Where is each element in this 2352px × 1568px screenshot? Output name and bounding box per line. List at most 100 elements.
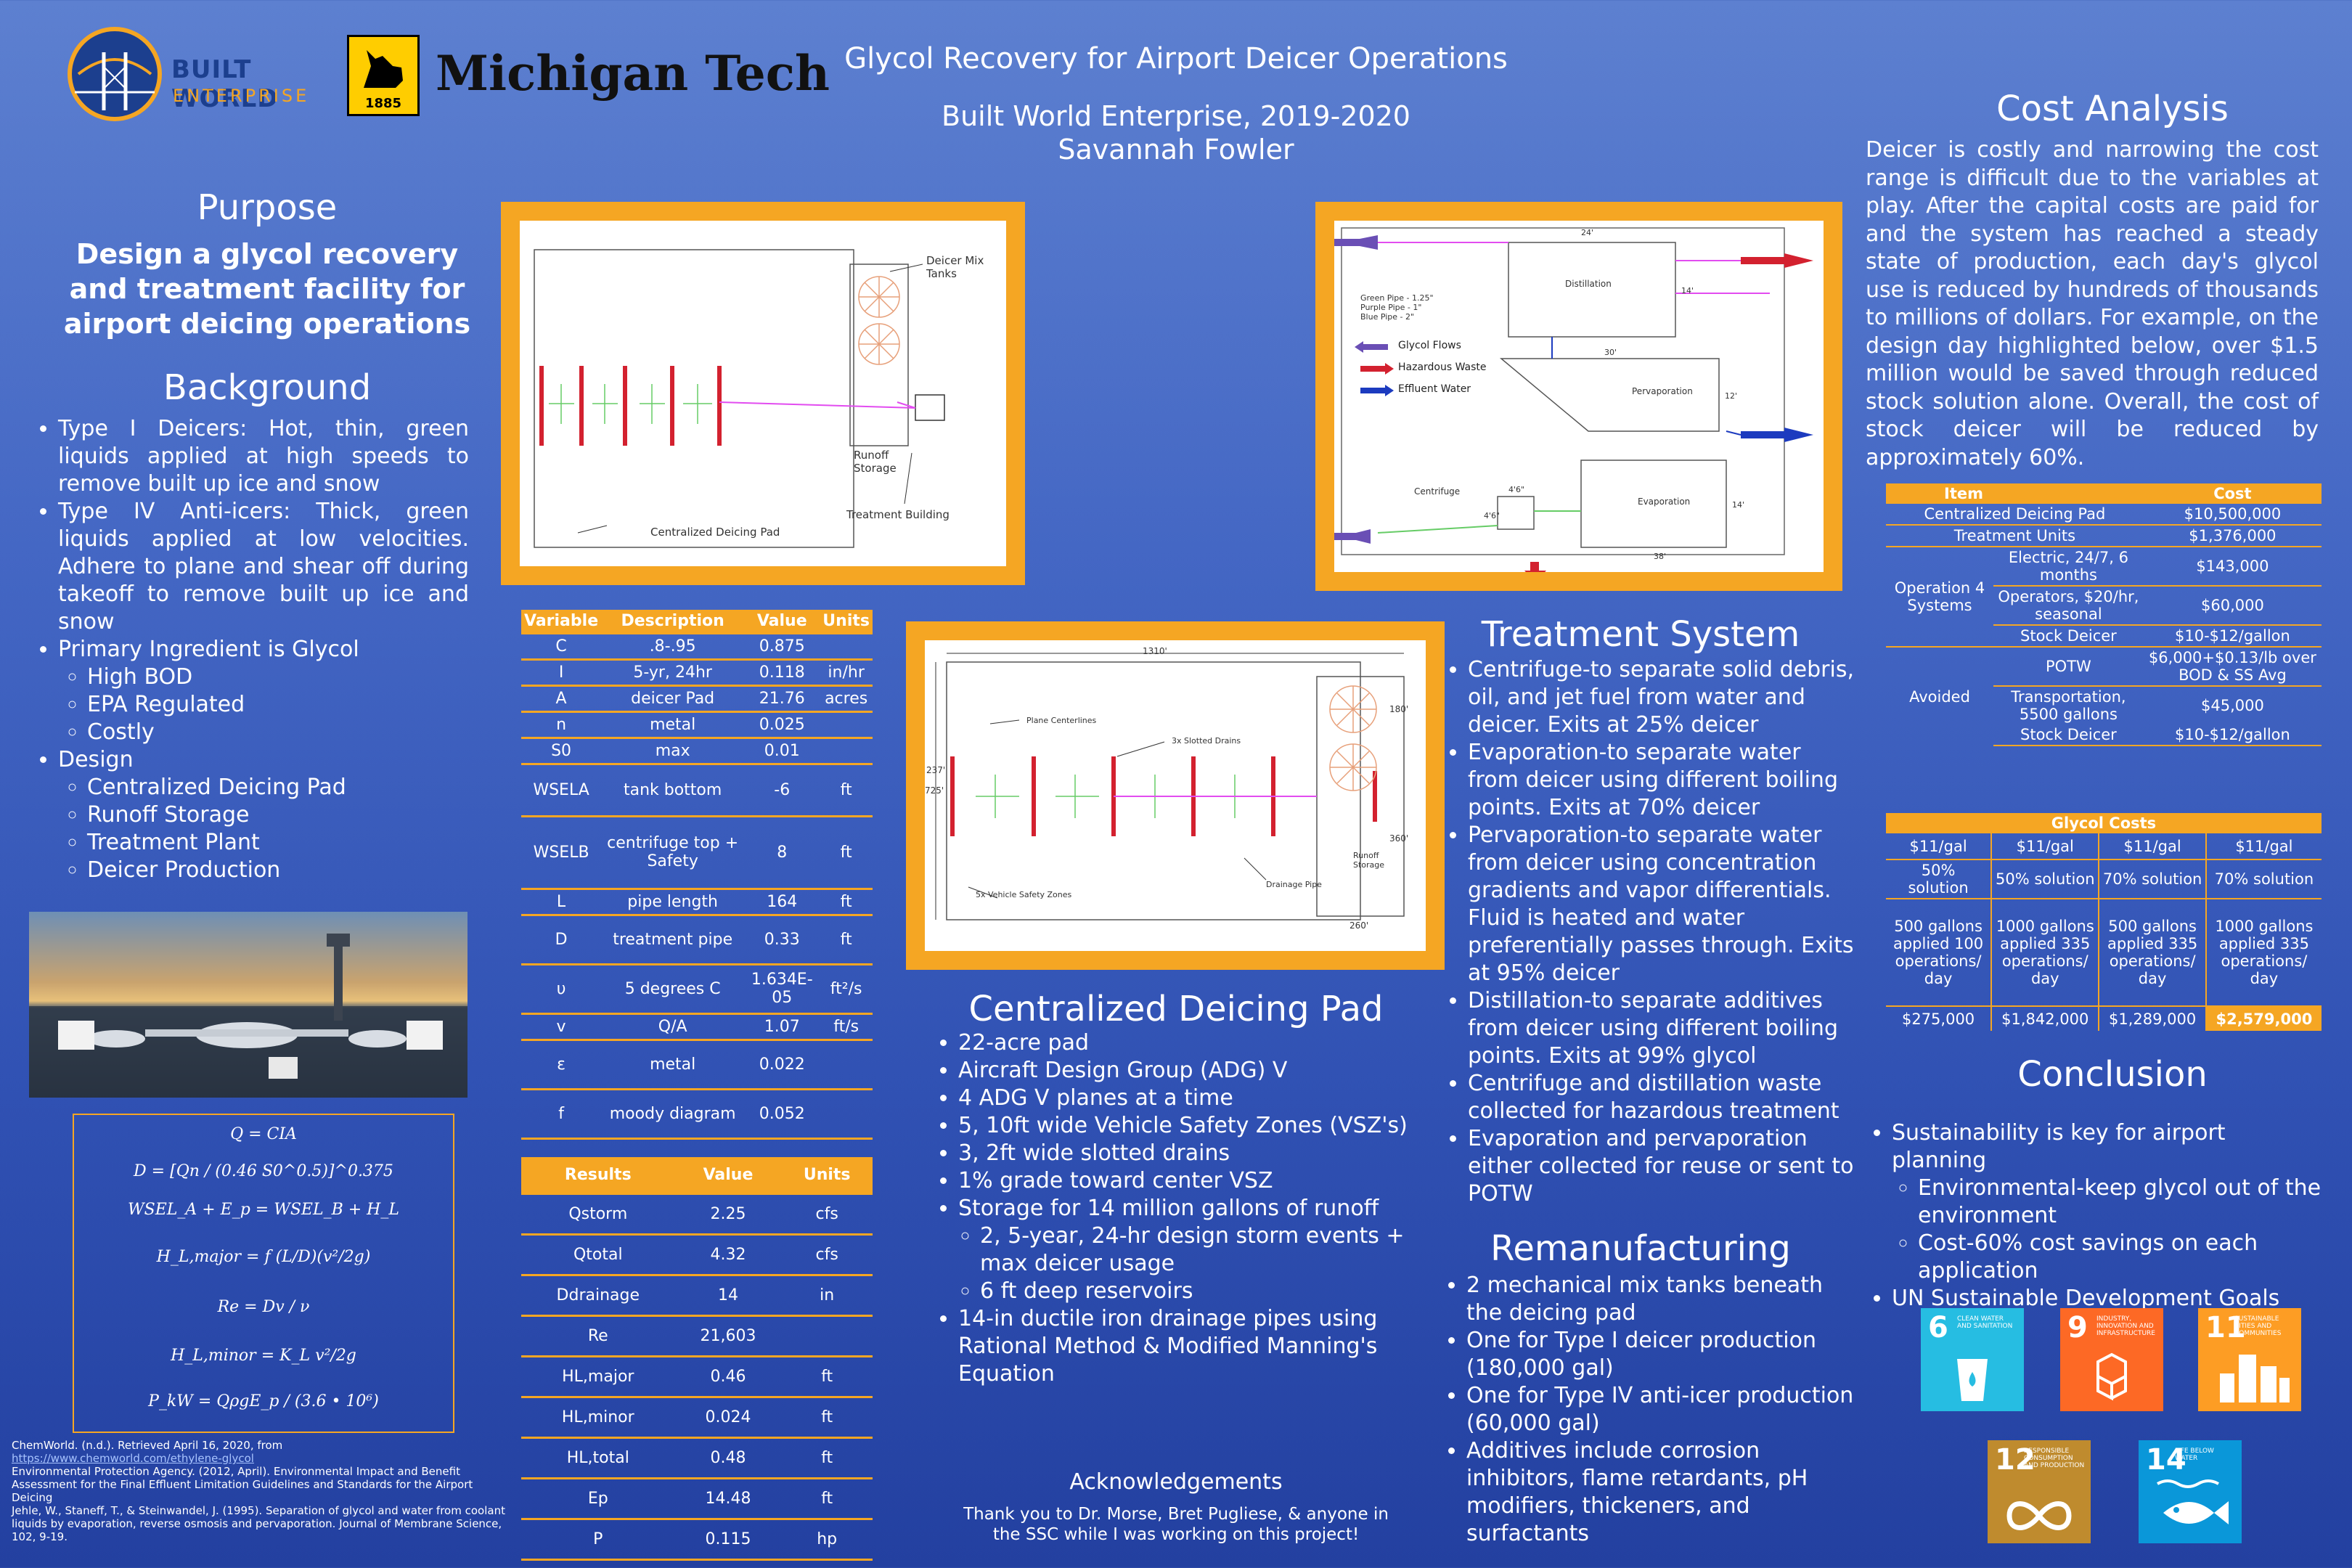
table-row: Avoided POTW $6,000+$0.13/lb over BOD & …: [1886, 647, 2322, 706]
equation: Q = CIA: [230, 1125, 297, 1143]
fish-icon: [2157, 1479, 2229, 1524]
results-table: Results Value Units Qstorm 2.25 cfs Qtotal…: [521, 1157, 873, 1561]
dim-width: 1310': [1143, 646, 1167, 656]
equation: H_L,major = f (L/D)(v²/2g): [156, 1248, 371, 1266]
table-row: HL,minor 0.024 ft: [521, 1397, 873, 1439]
bwe-logo-line2: ENTERPRISE: [173, 86, 310, 106]
table-header: Value: [744, 610, 820, 634]
treatment-item: Pervaporation-to separate water from dei…: [1468, 822, 1854, 987]
sdg-9-tile: 9 INDUSTRY, INNOVATION AND INFRASTRUCTUR…: [2060, 1308, 2163, 1411]
site-layout-diagram: Deicer Mix Tanks Runoff Storage Centrali…: [501, 202, 1025, 585]
table-row: C .8-.95 0.875: [521, 633, 873, 661]
bwe-logo-line1: BUILT WORLD: [171, 55, 279, 113]
table-row: I 5-yr, 24hr 0.118 in/hr: [521, 659, 873, 687]
label-distillation: Distillation: [1565, 279, 1612, 289]
poster-subtitle: Built World Enterprise, 2019-2020: [942, 100, 1410, 132]
table-row: Qtotal 4.32 cfs: [521, 1234, 873, 1276]
background-item: Design Centralized Deicing Pad Runoff St…: [58, 746, 469, 884]
variable-table: Variable Description Value Units C .8-.95…: [521, 610, 873, 1140]
dim-label: 24': [1581, 228, 1594, 237]
design-subitem: Runoff Storage: [87, 801, 469, 829]
pad-item: 3, 2ft wide slotted drains: [958, 1140, 1452, 1167]
glycol-subitem: EPA Regulated: [87, 691, 469, 719]
table-header: Units: [781, 1157, 873, 1195]
dim-height: 725': [925, 785, 944, 796]
table-row: Centralized Deicing Pad $10,500,000: [1886, 504, 2322, 525]
conclusion-item: UN Sustainable Development Goals: [1892, 1285, 2323, 1312]
table-row: Treatment Units $1,376,000: [1886, 525, 2322, 547]
storage-subitem: 2, 5-year, 24-hr design storm events + m…: [980, 1222, 1452, 1278]
table-row: HL,major 0.46 ft: [521, 1356, 873, 1398]
design-subitem: Centralized Deicing Pad: [87, 774, 469, 801]
bwe-logo: BUILT WORLD ENTERPRISE: [64, 23, 311, 125]
design-subitem: Treatment Plant: [87, 829, 469, 857]
table-row: Qstorm 2.25 cfs: [521, 1193, 873, 1236]
label-plane-centerlines: Plane Centerlines: [1026, 716, 1097, 725]
equation: H_L,minor = K_L v²/2g: [171, 1347, 356, 1365]
remanufacturing-item: 2 mechanical mix tanks beneath the deici…: [1466, 1272, 1854, 1327]
treatment-heading: Treatment System: [1481, 614, 1800, 655]
table-row: HL,total 0.48 ft: [521, 1437, 873, 1479]
table-header: Item: [1886, 483, 2144, 504]
dim-label: 38': [1654, 552, 1667, 561]
table-row: Ddrainage 14 in: [521, 1275, 873, 1317]
dim-label: 14': [1732, 500, 1745, 510]
poster-author: Savannah Fowler: [1058, 134, 1294, 166]
table-row: S0 max 0.01: [521, 738, 873, 765]
label-runoff-storage: Runoff Storage: [1353, 851, 1385, 870]
remanufacturing-item: Additives include corrosion inhibitors, …: [1466, 1437, 1854, 1548]
table-header: Variable: [521, 610, 602, 634]
table-header: Units: [820, 610, 873, 634]
poster-title: Glycol Recovery for Airport Deicer Opera…: [844, 42, 1508, 75]
equation: P_kW = QρgE_p / (3.6 • 10⁶): [148, 1392, 379, 1410]
pad-list: 22-acre pad Aircraft Design Group (ADG) …: [944, 1029, 1452, 1388]
table-header: Value: [674, 1157, 782, 1195]
legend-hazardous-waste: Hazardous Waste: [1398, 362, 1487, 373]
sdg-12-tile: 12 RESPONSIBLE CONSUMPTION AND PRODUCTIO…: [1988, 1440, 2091, 1543]
conclusion-list: Sustainability is key for airport planni…: [1866, 1119, 2323, 1312]
cost-table: Item Cost Centralized Deicing Pad $10,50…: [1886, 483, 2322, 746]
table-row: WSELB centrifuge top + Safety 8 ft: [521, 816, 873, 890]
equations-box: Q = CIA D = [Qn / (0.46 S0^0.5)]^0.375 W…: [73, 1114, 454, 1433]
pad-item: 14-in ductile iron drainage pipes using …: [958, 1305, 1452, 1388]
table-row: ε metal 0.022: [521, 1040, 873, 1090]
dim-label: 237': [926, 765, 946, 775]
table-row: v Q/A 1.07 ft/s: [521, 1013, 873, 1041]
glycol-costs-table: Glycol Costs $11/gal $11/gal $11/gal $11…: [1886, 813, 2322, 1031]
equation: WSEL_A + E_p = WSEL_B + H_L: [128, 1201, 399, 1219]
husky-icon: [364, 50, 403, 88]
remanufacturing-item: One for Type IV anti-icer production (60…: [1466, 1382, 1854, 1437]
treatment-item: Distillation-to separate additives from …: [1468, 987, 1854, 1070]
references: ChemWorld. (n.d.). Retrieved April 16, 2…: [12, 1439, 505, 1543]
table-row: Stock Deicer $10-$12/gallon: [1886, 724, 2322, 746]
background-list: Type I Deicers: Hot, thin, green liquids…: [29, 415, 469, 884]
label-vehicle-safety-zones: 5x Vehicle Safety Zones: [976, 890, 1072, 899]
deicing-pad-diagram: 1310' 725' 237' 180' 360' 260' Plane Cen…: [906, 621, 1445, 970]
reference-item: Environmental Protection Agency. (2012, …: [12, 1465, 473, 1504]
conclusion-subitem: Environmental-keep glycol out of the env…: [1918, 1175, 2323, 1230]
equation: D = [Qn / (0.46 S0^0.5)]^0.375: [134, 1162, 393, 1180]
table-row: WSELA tank bottom -6 ft: [521, 764, 873, 817]
reference-link[interactable]: https://www.chemworld.com/ethylene-glyco…: [12, 1452, 254, 1465]
label-slotted-drains: 3x Slotted Drains: [1172, 736, 1241, 746]
sdg-11-tile: 11 SUSTAINABLE CITIES AND COMMUNITIES: [2198, 1308, 2301, 1411]
label-runoff-storage: Runoff Storage: [854, 449, 897, 475]
pad-item: 4 ADG V planes at a time: [958, 1085, 1452, 1112]
table-row: P 0.115 hp: [521, 1519, 873, 1561]
cubes-icon: [2096, 1352, 2127, 1401]
conclusion-item: Sustainability is key for airport planni…: [1892, 1119, 2323, 1285]
pipe-note: Green Pipe - 1.25" Purple Pipe - 1" Blue P…: [1360, 293, 1434, 322]
city-buildings-icon: [2220, 1355, 2290, 1402]
table-row: $11/gal $11/gal $11/gal $11/gal: [1886, 833, 2322, 860]
background-item: Primary Ingredient is Glycol High BOD EP…: [58, 636, 469, 746]
pad-item: 22-acre pad: [958, 1029, 1452, 1057]
mtu-name: Michigan Tech: [436, 45, 830, 102]
table-row: n metal 0.025: [521, 711, 873, 739]
label-pervaporation: Pervaporation: [1632, 386, 1693, 396]
legend-effluent-water: Effluent Water: [1398, 383, 1471, 395]
treatment-item: Centrifuge and distillation waste collec…: [1468, 1070, 1854, 1125]
